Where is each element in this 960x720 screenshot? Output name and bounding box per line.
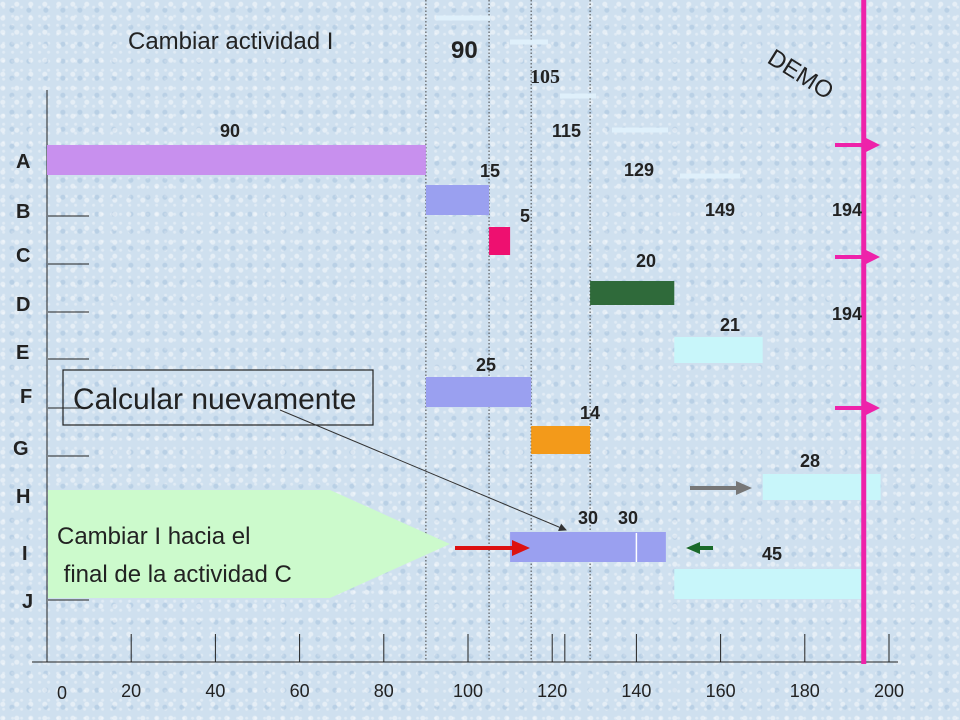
bar-label-A: 90 xyxy=(220,121,240,141)
recalc-pointer xyxy=(279,409,567,531)
activity-label-B: B xyxy=(16,201,30,223)
milestone-label-149: 149 xyxy=(705,200,735,220)
magenta-arrows xyxy=(835,137,880,416)
activity-label-E: E xyxy=(16,342,29,364)
milestone-label-194: 194 xyxy=(832,200,862,220)
bar-label-G: 14 xyxy=(580,403,600,423)
bar-F xyxy=(425,377,532,407)
activity-label-F: F xyxy=(20,386,32,408)
bar-label-E: 21 xyxy=(720,315,740,335)
bar-G xyxy=(531,426,591,454)
origin-label: 0 xyxy=(57,683,67,703)
milestone-lines xyxy=(425,0,591,662)
milestone-label-90: 90 xyxy=(451,37,478,64)
x-tick-label-140: 140 xyxy=(621,681,651,701)
activity-label-H: H xyxy=(16,486,30,508)
x-tick-label-100: 100 xyxy=(453,681,483,701)
bar-label-C: 5 xyxy=(520,206,530,226)
milestone-label-194-b: 194 xyxy=(832,304,862,324)
bar-D xyxy=(590,281,675,305)
x-tick-labels: 20 40 60 80 100 120 140 160 180 200 xyxy=(121,681,904,701)
bar-label-J: 45 xyxy=(762,544,782,564)
bar-A xyxy=(47,145,426,175)
bar-H xyxy=(762,474,881,500)
callout-shape xyxy=(48,490,450,598)
bar-label-B: 15 xyxy=(480,161,500,181)
x-tick-label-160: 160 xyxy=(706,681,736,701)
x-ticks xyxy=(130,634,890,662)
recalc-box[interactable] xyxy=(62,369,374,426)
milestone-label-115: 115 xyxy=(552,121,581,141)
gray-arrow xyxy=(690,481,752,495)
activity-label-J: J xyxy=(22,591,33,613)
recalc-label: Calcular nuevamente xyxy=(73,383,357,416)
callout-line-2: final de la actividad C xyxy=(57,561,292,588)
red-arrow xyxy=(455,540,530,556)
activity-label-D: D xyxy=(16,294,30,316)
milestone-dashes xyxy=(436,15,740,179)
x-tick-label-20: 20 xyxy=(121,681,141,701)
bar-B xyxy=(425,185,490,215)
row-labels: A BC D EF G H I J xyxy=(13,151,33,613)
bars xyxy=(47,145,881,599)
x-tick-label-60: 60 xyxy=(290,681,310,701)
activity-label-A: A xyxy=(16,151,30,173)
bar-I xyxy=(510,532,637,562)
callout-line-1: Cambiar I hacia el xyxy=(57,523,250,550)
activity-label-G: G xyxy=(13,438,29,460)
demo-label: DEMO xyxy=(763,44,838,105)
x-tick-label-40: 40 xyxy=(205,681,225,701)
bar-label-I-ext: 30 xyxy=(618,508,638,528)
x-tick-label-180: 180 xyxy=(790,681,820,701)
milestone-label-105: 105 xyxy=(530,66,560,88)
magenta-arrow-1-head xyxy=(864,137,880,153)
activity-label-C: C xyxy=(16,245,30,267)
bar-label-D: 20 xyxy=(636,251,656,271)
x-tick-label-200: 200 xyxy=(874,681,904,701)
bar-label-I: 30 xyxy=(578,508,598,528)
magenta-arrow-3-head xyxy=(864,400,880,416)
bar-label-H: 28 xyxy=(800,451,820,471)
bar-labels: 90 15 5 20 21 25 14 28 30 30 45 xyxy=(220,121,820,564)
bar-C xyxy=(489,227,511,255)
x-tick-label-80: 80 xyxy=(374,681,394,701)
bar-label-F: 25 xyxy=(476,355,496,375)
green-arrow xyxy=(686,542,713,554)
x-tick-label-120: 120 xyxy=(537,681,567,701)
activity-label-I: I xyxy=(22,543,28,565)
magenta-arrow-2-head xyxy=(864,249,880,265)
bar-I-ext xyxy=(636,532,666,562)
chart-title: Cambiar actividad I xyxy=(128,28,333,55)
milestone-label-129: 129 xyxy=(624,160,654,180)
bar-J xyxy=(674,569,864,599)
bar-E xyxy=(674,337,763,363)
